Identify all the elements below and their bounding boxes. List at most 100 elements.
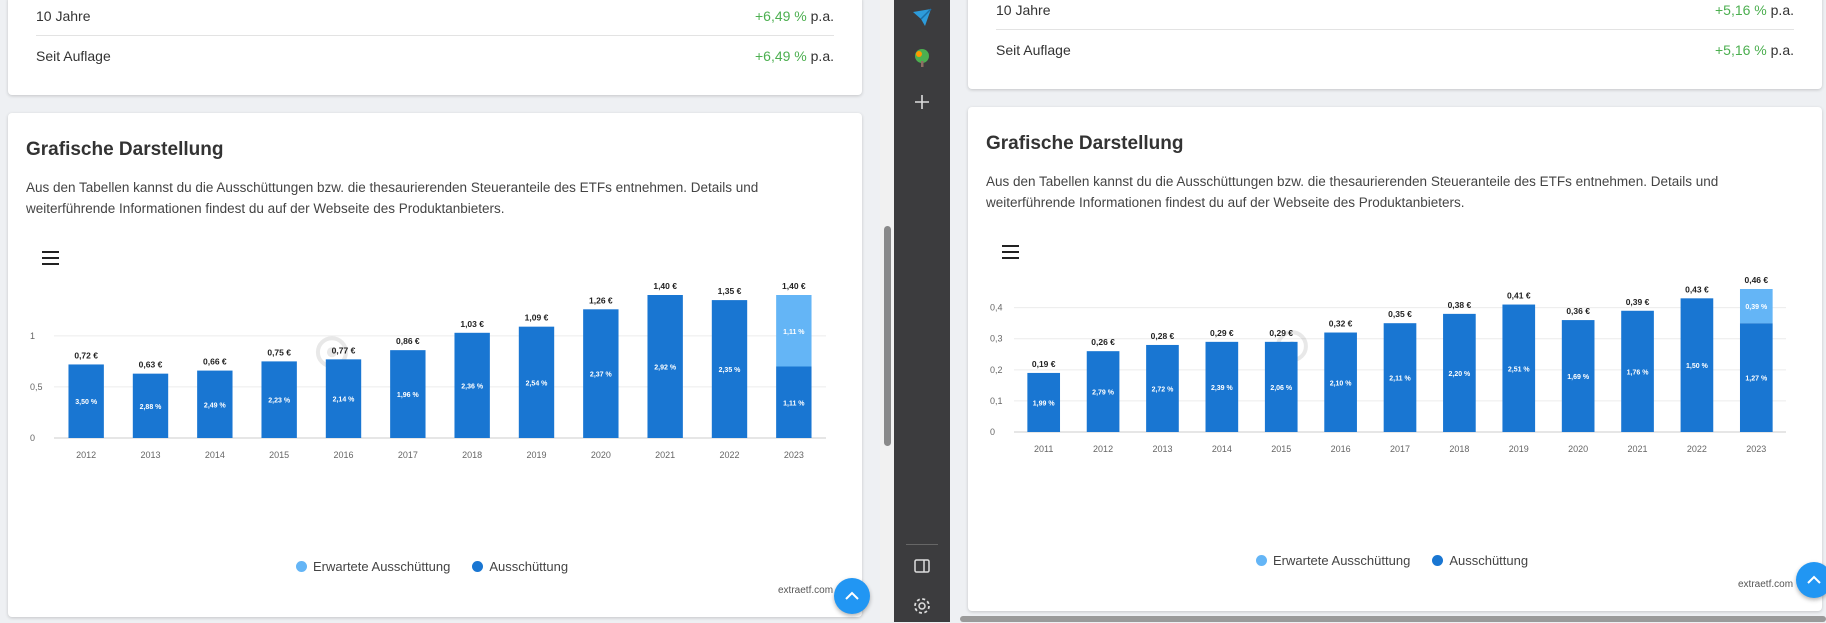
- perf-return: +5,16 %: [1714, 42, 1767, 58]
- bar-actual: [1443, 313, 1476, 432]
- left-scrollbar[interactable]: [880, 0, 894, 622]
- perf-return: +6,49 %: [754, 48, 807, 64]
- scroll-top-button[interactable]: [834, 578, 870, 614]
- performance-card: 10 Jahre +5,16 % p.a. Seit Auflage +5,16…: [968, 0, 1822, 89]
- y-tick-label: 0,4: [990, 303, 1003, 313]
- x-tick-label: 2023: [1746, 444, 1766, 454]
- legend-dot: [1256, 555, 1267, 566]
- plus-icon[interactable]: [910, 90, 934, 114]
- data-label: 2,23 %: [268, 398, 291, 405]
- bar-actual: [583, 309, 619, 438]
- total-label: 0,29 €: [1269, 328, 1293, 338]
- bar-actual: [325, 359, 362, 438]
- total-label: 0,38 €: [1448, 300, 1472, 310]
- perf-label: Seit Auflage: [36, 48, 111, 64]
- data-label: 1,76 %: [1627, 369, 1650, 376]
- bar-actual: [197, 370, 233, 438]
- bar-actual: [1383, 323, 1417, 432]
- total-label: 0,86 €: [396, 336, 420, 346]
- data-label: 0,39 %: [1745, 304, 1768, 311]
- total-label: 0,66 €: [203, 357, 227, 367]
- bar-actual: [1621, 310, 1654, 432]
- x-tick-label: 2019: [526, 450, 546, 460]
- bar-actual: [1324, 332, 1357, 432]
- chart-credit[interactable]: extraetf.com: [1738, 579, 1794, 590]
- data-label: 1,96 %: [397, 392, 420, 399]
- paper-plane-icon[interactable]: [910, 6, 934, 30]
- data-label: 2,54 %: [526, 380, 549, 387]
- perf-unit: p.a.: [810, 7, 834, 24]
- bar-actual: [132, 373, 169, 438]
- data-label: 2,35 %: [719, 367, 742, 374]
- y-tick-label: 0,3: [990, 334, 1003, 344]
- total-label: 0,26 €: [1091, 337, 1115, 347]
- perf-unit: p.a.: [810, 48, 834, 64]
- bar-actual: [68, 364, 104, 438]
- side-toolbar: [894, 0, 950, 622]
- chart-credit[interactable]: extraetf.com: [778, 585, 834, 596]
- total-label: 0,43 €: [1685, 284, 1709, 294]
- perf-row-10y: 10 Jahre +5,16 % p.a.: [996, 0, 1794, 30]
- total-label: 0,77 €: [332, 345, 356, 355]
- total-label: 0,46 €: [1744, 275, 1768, 285]
- y-tick-label: 1: [30, 331, 35, 341]
- chart-card: Grafische Darstellung Aus den Tabellen k…: [8, 113, 862, 617]
- x-tick-label: 2018: [1449, 444, 1469, 454]
- gear-icon[interactable]: [910, 594, 934, 618]
- legend-item-expected[interactable]: Erwartete Ausschüttung: [1256, 553, 1410, 568]
- legend-dot: [472, 561, 484, 572]
- x-tick-label: 2017: [1390, 444, 1410, 454]
- data-label: 2,79 %: [1092, 390, 1115, 397]
- legend-label: Ausschüttung: [1449, 553, 1529, 568]
- bar-actual: [1739, 323, 1773, 432]
- total-label: 0,63 €: [139, 360, 163, 370]
- legend-item-expected[interactable]: Erwartete Ausschüttung: [296, 559, 450, 574]
- chevron-up-icon: [1807, 575, 1821, 584]
- data-label: 2,10 %: [1330, 380, 1353, 387]
- total-label: 1,40 €: [782, 281, 806, 291]
- perf-value: +6,49 % p.a.: [755, 8, 834, 24]
- legend-item-actual[interactable]: Ausschüttung: [472, 559, 568, 574]
- chart-section-description: Aus den Tabellen kannst du die Ausschütt…: [986, 174, 1719, 210]
- data-label: 2,14 %: [333, 397, 356, 404]
- perf-value: +5,16 % p.a.: [1715, 42, 1794, 58]
- data-label: 2,92 %: [654, 365, 677, 372]
- x-tick-label: 2014: [205, 450, 225, 460]
- left-pane: 10 Jahre +6,49 % p.a. Seit Auflage +6,49…: [0, 0, 894, 622]
- bar-actual: [1264, 341, 1298, 432]
- total-label: 1,09 €: [525, 313, 549, 323]
- total-label: 0,41 €: [1507, 291, 1531, 301]
- hamburger-menu-icon[interactable]: [42, 251, 59, 266]
- x-tick-label: 2019: [1509, 444, 1529, 454]
- total-label: 0,72 €: [74, 350, 98, 360]
- x-tick-label: 2022: [719, 450, 739, 460]
- horizontal-scrollbar[interactable]: [960, 616, 1826, 622]
- distribution-chart: 0 0,5 1 3,50 % 0,72 € 2012 2,88 % 0,63 € 2013 2,4…: [30, 281, 826, 460]
- legend-item-actual[interactable]: Ausschüttung: [1432, 553, 1528, 568]
- perf-row-10y: 10 Jahre +6,49 % p.a.: [36, 0, 834, 36]
- performance-card: 10 Jahre +6,49 % p.a. Seit Auflage +6,49…: [8, 0, 862, 95]
- bar-expected: [776, 295, 812, 367]
- scroll-top-button[interactable]: [1796, 562, 1826, 598]
- hamburger-menu-icon[interactable]: [1002, 245, 1019, 260]
- total-label: 1,03 €: [460, 319, 484, 329]
- x-tick-label: 2023: [784, 450, 804, 460]
- total-label: 0,35 €: [1388, 309, 1412, 319]
- perf-row-since-inception: Seit Auflage +6,49 % p.a.: [36, 36, 834, 76]
- data-label: 1,50 %: [1686, 363, 1709, 370]
- x-tick-label: 2018: [462, 450, 482, 460]
- y-tick-label: 0,2: [990, 365, 1003, 375]
- bar-actual: [261, 361, 297, 438]
- tree-icon[interactable]: [910, 46, 934, 70]
- total-label: 0,19 €: [1032, 359, 1056, 369]
- chart-card: Grafische Darstellung Aus den Tabellen k…: [968, 107, 1822, 611]
- sidebar-panel-icon[interactable]: [910, 554, 934, 578]
- total-label: 0,32 €: [1329, 319, 1353, 329]
- scrollbar-thumb[interactable]: [884, 226, 891, 446]
- legend-dot: [296, 561, 307, 572]
- y-tick-label: 0: [990, 427, 995, 437]
- legend-dot: [1432, 555, 1444, 566]
- x-tick-label: 2015: [269, 450, 289, 460]
- perf-label: Seit Auflage: [996, 42, 1071, 58]
- bar-actual: [1146, 344, 1179, 432]
